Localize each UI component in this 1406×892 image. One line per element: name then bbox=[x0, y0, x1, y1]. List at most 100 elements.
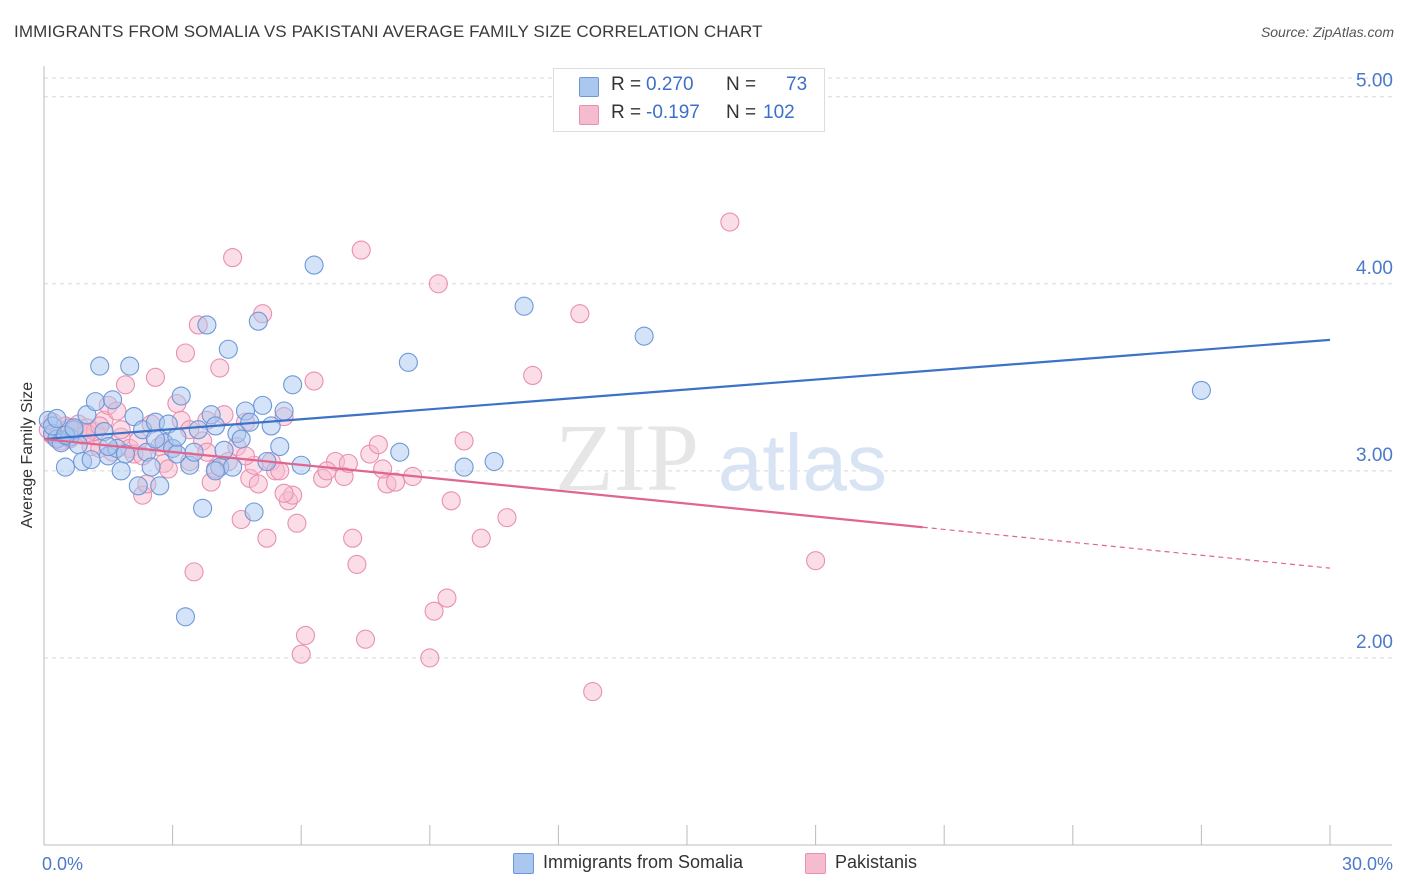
trend-lines bbox=[43, 338, 1331, 569]
pakistani-point bbox=[295, 625, 316, 646]
somalia-legend-swatch bbox=[513, 853, 534, 874]
pakistani-point bbox=[806, 551, 826, 571]
stats-box: R = 0.270 N = 73 R = -0.197 N = 102 bbox=[553, 68, 825, 132]
source-label: Source: ZipAtlas.com bbox=[1260, 24, 1394, 40]
n-value: 73 bbox=[786, 74, 808, 95]
r-value: -0.197 bbox=[646, 102, 700, 123]
pakistani-point bbox=[248, 474, 268, 494]
somalia-swatch bbox=[579, 77, 599, 97]
x-tick-label: 0.0% bbox=[42, 854, 83, 874]
x-tick-label: 30.0% bbox=[1342, 854, 1393, 874]
pakistani-point bbox=[145, 367, 166, 387]
somalia-point bbox=[197, 315, 217, 335]
somalia-point bbox=[120, 356, 140, 376]
somalia-point bbox=[244, 502, 264, 522]
somalia-point bbox=[454, 457, 474, 477]
pakistani-point bbox=[420, 648, 440, 668]
r-value: 0.270 bbox=[646, 74, 694, 95]
somalia-point bbox=[283, 375, 303, 395]
pakistani-point bbox=[287, 513, 307, 533]
somalia-point bbox=[128, 476, 148, 496]
axes bbox=[43, 66, 1392, 846]
somalia-point bbox=[184, 442, 204, 462]
pakistani-point bbox=[338, 453, 358, 473]
somalia-point bbox=[253, 395, 273, 415]
stats-row-somalia: R = 0.270 N = 73 bbox=[554, 74, 824, 98]
somalia-point bbox=[304, 255, 324, 275]
pakistani-point bbox=[368, 435, 388, 455]
pakistanis-trend-extension bbox=[922, 526, 1331, 569]
y-tick-label: 4.00 bbox=[1356, 258, 1393, 279]
pakistani-point bbox=[720, 212, 740, 232]
somalia-point bbox=[47, 408, 67, 429]
somalia-point bbox=[193, 498, 213, 518]
somalia-point bbox=[171, 386, 191, 406]
pakistani-point bbox=[355, 629, 376, 649]
r-label: R = bbox=[611, 102, 642, 123]
grid-lines bbox=[44, 77, 1392, 659]
pakistani-point bbox=[223, 248, 243, 268]
pakistani-point bbox=[210, 358, 230, 378]
y-tick-label: 5.00 bbox=[1356, 71, 1393, 92]
somalia-point bbox=[205, 461, 226, 481]
somalia-point bbox=[274, 401, 294, 421]
pakistani-point bbox=[291, 644, 311, 664]
somalia-point bbox=[248, 311, 268, 331]
pakistani-point bbox=[583, 682, 603, 702]
somalia-point bbox=[270, 436, 290, 457]
somalia-point bbox=[1191, 380, 1211, 400]
stats-row-pakistanis: R = -0.197 N = 102 bbox=[554, 102, 824, 126]
pakistani-point bbox=[257, 528, 277, 548]
somalia-point bbox=[214, 440, 234, 460]
pakistani-point bbox=[351, 240, 371, 260]
somalia-point bbox=[90, 356, 110, 376]
pakistanis-points bbox=[38, 212, 826, 702]
pakistanis-legend-swatch bbox=[805, 853, 826, 874]
somalia-point bbox=[634, 326, 654, 346]
legend-label: Immigrants from Somalia bbox=[543, 852, 744, 872]
r-label: R = bbox=[611, 74, 642, 95]
n-label: N = bbox=[726, 74, 757, 95]
somalia-point bbox=[141, 457, 161, 477]
somalia-point bbox=[81, 450, 101, 470]
somalia-point bbox=[231, 429, 251, 449]
pakistani-point bbox=[441, 491, 461, 511]
somalia-point bbox=[188, 420, 208, 440]
somalia-point bbox=[484, 451, 504, 472]
somalia-point bbox=[218, 339, 238, 359]
pakistani-point bbox=[317, 461, 337, 481]
somalia-point bbox=[85, 392, 105, 412]
somalia-point bbox=[390, 442, 410, 462]
watermark-zip: ZIP bbox=[555, 404, 699, 511]
pakistani-point bbox=[424, 601, 444, 621]
somalia-point bbox=[223, 457, 243, 477]
pakistani-point bbox=[304, 371, 324, 391]
somalia-point bbox=[175, 607, 196, 627]
somalia-point bbox=[64, 418, 84, 438]
watermark: ZIP atlas bbox=[555, 404, 887, 511]
legend-label: Pakistanis bbox=[835, 852, 918, 872]
somalia-points bbox=[38, 255, 1211, 627]
somalia-point bbox=[150, 476, 170, 496]
somalia-point bbox=[55, 457, 75, 477]
somalia-point bbox=[398, 352, 418, 372]
somalia-point bbox=[111, 461, 131, 481]
tick-labels: 2.00 3.00 4.00 5.00 0.0% 30.0% bbox=[42, 71, 1393, 874]
somalia-point bbox=[514, 296, 534, 316]
pakistani-point bbox=[184, 562, 204, 582]
chart-title: IMMIGRANTS FROM SOMALIA VS PAKISTANI AVE… bbox=[14, 22, 763, 41]
somalia-point bbox=[167, 427, 187, 447]
pakistani-point bbox=[385, 472, 406, 492]
pakistani-point bbox=[570, 304, 590, 324]
somalia-point bbox=[261, 416, 281, 436]
y-tick-label: 3.00 bbox=[1356, 445, 1393, 466]
n-value: 102 bbox=[763, 102, 795, 123]
watermark-atlas: atlas bbox=[718, 418, 887, 507]
pakistani-point bbox=[115, 375, 135, 395]
somalia-point bbox=[103, 390, 123, 410]
somalia-trend-line bbox=[43, 338, 1331, 441]
somalia-point bbox=[145, 429, 166, 449]
pakistani-point bbox=[471, 528, 491, 548]
pakistani-point bbox=[454, 431, 474, 451]
